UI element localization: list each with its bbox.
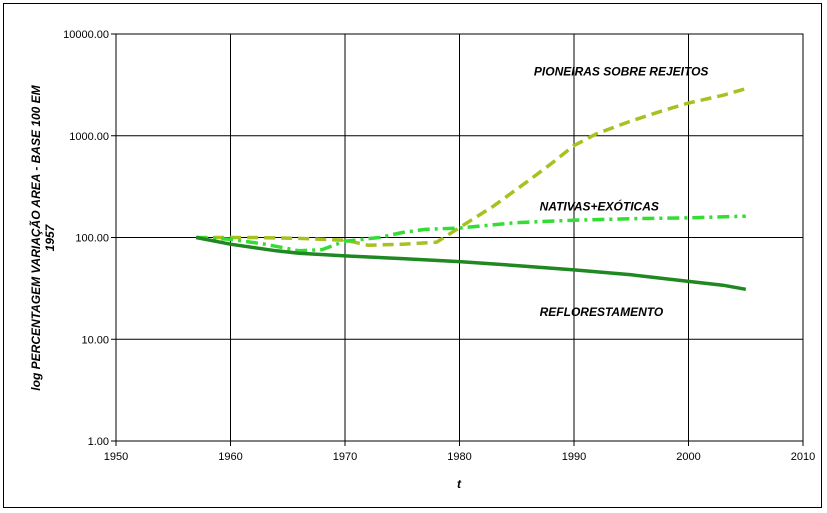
y-axis-label-line: log PERCENTAGEM VARIAÇÃO AREA - BASE 100… — [28, 84, 43, 390]
x-tick-label: 2000 — [676, 451, 700, 463]
gridlines — [115, 33, 804, 442]
x-axis-label: t — [457, 477, 462, 491]
y-tick-label: 100.00 — [75, 233, 109, 245]
x-tick-label: 1970 — [333, 451, 357, 463]
series-labels: PIONEIRAS SOBRE REJEITOS NATIVAS+EXÓTICAS… — [534, 65, 709, 319]
y-axis-ticks: 1.00 10.00 100.00 1000.00 10000.00 — [63, 29, 116, 448]
series-line-2 — [195, 235, 747, 292]
y-tick-label: 1.00 — [88, 436, 109, 448]
series-line-0 — [196, 87, 747, 247]
series-line-1 — [196, 214, 746, 253]
x-tick-label: 2010 — [791, 451, 815, 463]
x-tick-label: 1950 — [104, 451, 128, 463]
x-tick-label: 1980 — [447, 451, 471, 463]
y-axis-label: log PERCENTAGEM VARIAÇÃO AREA - BASE 100… — [28, 84, 57, 390]
x-tick-label: 1990 — [562, 451, 586, 463]
series-label-1: NATIVAS+EXÓTICAS — [540, 198, 659, 213]
series-group — [195, 87, 747, 292]
y-tick-label: 1000.00 — [69, 131, 109, 143]
y-axis-label-line: 1957 — [43, 223, 57, 251]
y-tick-label: 10.00 — [81, 334, 109, 346]
x-tick-label: 1960 — [218, 451, 242, 463]
x-axis-ticks: 1950 1960 1970 1980 1990 2000 2010 — [104, 441, 815, 463]
series-label-0: PIONEIRAS SOBRE REJEITOS — [534, 65, 709, 79]
y-tick-label: 10000.00 — [63, 29, 109, 41]
series-label-2: REFLORESTAMENTO — [540, 305, 664, 319]
